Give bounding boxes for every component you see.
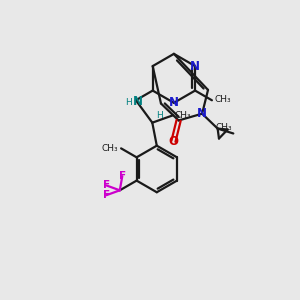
- Text: CH₃: CH₃: [175, 111, 191, 120]
- Text: F: F: [103, 180, 110, 190]
- Text: CH₃: CH₃: [101, 144, 118, 153]
- Text: O: O: [168, 135, 178, 148]
- Text: F: F: [103, 190, 110, 200]
- Text: H: H: [156, 111, 163, 120]
- Text: N: N: [197, 107, 207, 120]
- Text: N: N: [190, 60, 200, 73]
- Text: F: F: [119, 171, 126, 181]
- Text: N: N: [133, 95, 143, 108]
- Text: CH₃: CH₃: [214, 95, 231, 104]
- Text: N: N: [169, 96, 179, 109]
- Text: CH₃: CH₃: [215, 123, 232, 132]
- Text: H: H: [125, 98, 132, 107]
